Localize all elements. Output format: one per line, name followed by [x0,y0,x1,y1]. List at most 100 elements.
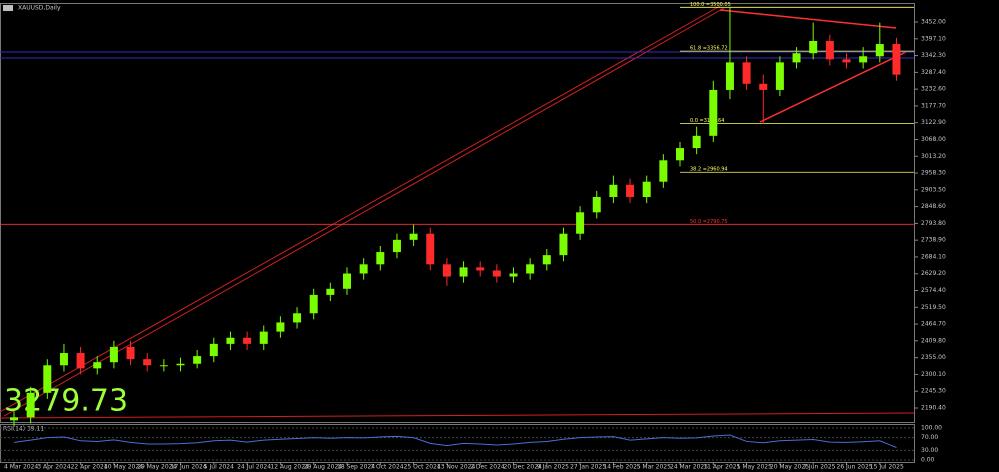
candle-body [576,212,585,234]
candle-body [609,184,618,198]
candle-body [642,181,651,198]
candle-body [626,184,635,198]
candle-body [542,255,551,265]
fib-label: 38.2 =2960.94 [690,167,728,173]
rsi-panel [0,424,915,463]
x-tick-label: 4 Mar 2024 [4,464,38,471]
candle-body [775,62,784,90]
candle-body [742,62,751,84]
candle-body [159,365,168,367]
y-tick-label: 2958.30 [921,170,946,177]
y-tick-label: 3177.70 [921,102,946,109]
x-tick-label: 22 Apr 2024 [71,464,108,471]
x-tick-label: 27 Jan 2025 [570,464,606,471]
candle-body [109,346,118,363]
x-tick-label: 20 Dec 2024 [504,464,543,471]
x-tick-label: 24 Mar 2025 [670,464,708,471]
candle-body [426,233,435,265]
candle-body [376,252,385,265]
candle-body [509,273,518,277]
candle-body [559,233,568,256]
y-tick-label: 2738.90 [921,237,946,244]
candle-body [276,322,285,332]
candle-body [76,353,85,369]
y-tick-label: 2300.10 [921,371,946,378]
y-tick-label: 2684.10 [921,253,946,260]
x-tick-label: 29 Aug 2024 [304,464,343,471]
candle-body [476,267,485,271]
y-tick-label: 2903.50 [921,186,946,193]
fib-label: 50.0 =2790.75 [690,219,728,225]
candle-body [592,197,601,213]
candle-body [409,233,418,240]
trend-line [719,9,897,29]
last-price: 3279.73 [4,384,128,419]
y-tick-label: 3397.10 [921,35,946,42]
y-tick-label: 3122.90 [921,119,946,126]
candle-body [809,40,818,54]
x-tick-label: 7 Jun 2025 [803,464,835,471]
candle-body [10,417,18,421]
y-tick-label: 2245.30 [921,388,946,395]
candle-body [176,363,185,366]
x-tick-label: 20 May 2025 [770,464,809,471]
x-tick-label: 29 May 2024 [137,464,176,471]
y-tick-label: 2519.50 [921,304,946,311]
candle-body [659,160,668,182]
chart-title: XAUUSD,Daily [18,5,61,12]
trend-line [0,5,721,413]
y-tick-label: 2409.80 [921,337,946,344]
x-tick-label: 2 Dec 2024 [470,464,505,471]
x-tick-label: 10 May 2024 [104,464,143,471]
y-tick-label: 2629.20 [921,270,946,277]
y-tick-label: 2190.40 [921,404,946,411]
x-tick-label: 14 Feb 2025 [603,464,641,471]
candle-body [892,44,901,75]
rsi-label: RSI(14) 39.11 [3,426,44,433]
candle-body [126,346,135,360]
candle-body [26,392,35,418]
x-tick-label: 7 Oct 2024 [370,464,403,471]
candle-body [226,337,235,344]
y-tick-label: 3232.60 [921,86,946,93]
candle-body [293,313,302,323]
y-tick-label: 2574.40 [921,287,946,294]
y-tick-label: 2793.80 [921,220,946,227]
candle-body [326,288,335,295]
y-tick-label: 2355.00 [921,354,946,361]
y-tick-label: 2848.60 [921,203,946,210]
y-tick-label: 2464.70 [921,321,946,328]
candle-body [709,89,718,136]
candle-body [492,270,501,277]
candle-body [243,337,252,344]
candle-body [43,365,52,393]
candle-body [792,53,801,63]
symbol-icon [3,5,13,11]
candle-body [259,331,268,344]
fib-label: 61.8 =3356.72 [690,46,728,52]
fib-label: 0.0 =3120.64 [690,118,724,124]
candle-body [193,356,202,364]
candle-body [692,135,701,149]
price-panel [0,3,915,423]
candle-body [442,264,451,277]
candle-body [759,83,768,90]
x-tick-label: 3 Apr 2024 [37,464,70,471]
y-tick-label: 3452.00 [921,19,946,26]
candle-body [459,267,468,277]
x-tick-label: 18 Sep 2024 [337,464,375,471]
x-tick-label: 11 Apr 2025 [703,464,740,471]
y-tick-label: 3068.00 [921,136,946,143]
candle-body [309,294,318,314]
x-tick-label: 12 Aug 2024 [270,464,309,471]
candle-body [93,362,102,369]
x-tick-label: 13 Nov 2024 [437,464,476,471]
x-tick-label: 15 Jul 2025 [870,464,904,471]
x-tick-label: 17 Jun 2024 [171,464,207,471]
candle-body [526,264,535,274]
candle-body [875,44,884,57]
rsi-tick-label: 30.00 [921,447,938,454]
rsi-tick-label: 70.00 [921,434,938,441]
